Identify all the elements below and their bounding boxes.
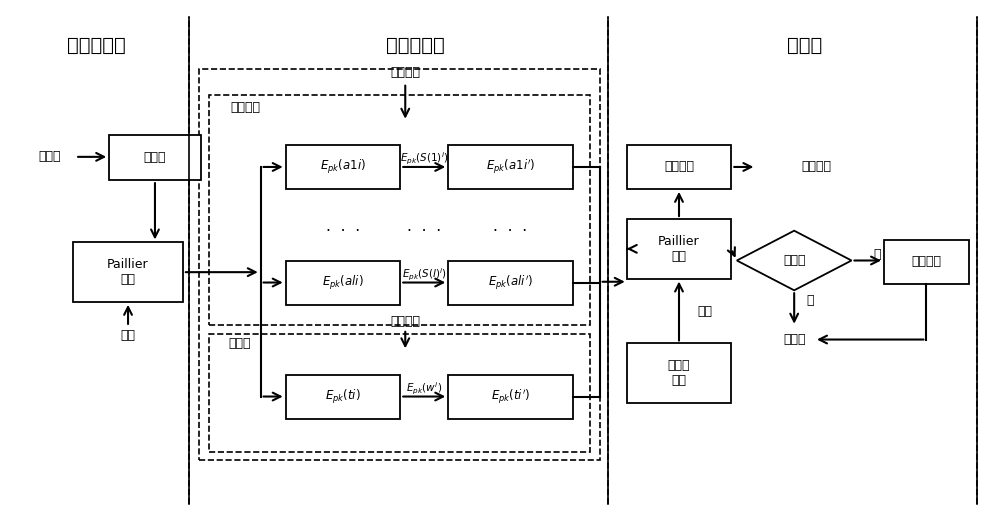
Bar: [627, 219, 731, 279]
Bar: [199, 69, 600, 460]
Bar: [627, 145, 731, 189]
Text: 私钥: 私钥: [697, 305, 712, 317]
Bar: [286, 375, 400, 418]
Bar: [286, 260, 400, 305]
Text: 原图像: 原图像: [38, 151, 61, 164]
Text: $E_{pk}(ti')$: $E_{pk}(ti')$: [491, 387, 530, 406]
Text: 公钥: 公钥: [121, 329, 136, 342]
Text: $E_{pk}(a1i')$: $E_{pk}(a1i')$: [486, 158, 535, 176]
Text: 值扩展: 值扩展: [783, 254, 805, 267]
Text: Paillier
解密: Paillier 解密: [658, 235, 700, 263]
Text: 否: 否: [806, 294, 814, 307]
Text: 秘密信息: 秘密信息: [390, 315, 420, 328]
Text: 接收者: 接收者: [787, 36, 822, 55]
Text: ·  ·  ·: · · ·: [493, 225, 528, 240]
Text: 数据隐藏者: 数据隐藏者: [386, 36, 445, 55]
Text: ·  ·  ·: · · ·: [407, 225, 441, 240]
Bar: [627, 343, 731, 403]
Text: 恢复图像: 恢复图像: [911, 255, 941, 268]
Bar: [448, 145, 573, 189]
Bar: [286, 145, 400, 189]
Bar: [209, 95, 590, 325]
Text: $E_{pk}(S(l)^i)$: $E_{pk}(S(l)^i)$: [402, 267, 447, 283]
Text: 值扩展: 值扩展: [229, 337, 251, 350]
Bar: [884, 240, 969, 284]
Text: $E_{pk}(w^i)$: $E_{pk}(w^i)$: [406, 381, 442, 397]
Text: $E_{pk}(ali)$: $E_{pk}(ali)$: [322, 274, 364, 292]
Text: 秘密信息: 秘密信息: [390, 66, 420, 79]
Polygon shape: [737, 231, 852, 290]
Text: 是: 是: [873, 248, 881, 261]
Text: 公私钥
生成: 公私钥 生成: [668, 359, 690, 387]
Bar: [448, 260, 573, 305]
Text: $E_{pk}(ali')$: $E_{pk}(ali')$: [488, 274, 533, 292]
Text: 数据提取: 数据提取: [664, 160, 694, 173]
Text: 图像拥有者: 图像拥有者: [67, 36, 126, 55]
Text: 码分复用: 码分复用: [231, 101, 261, 114]
Bar: [73, 242, 183, 302]
Text: 预处理: 预处理: [144, 151, 166, 164]
Text: ·  ·  ·: · · ·: [326, 225, 360, 240]
Text: 秘密信息: 秘密信息: [801, 160, 831, 173]
Text: $E_{pk}(a1i)$: $E_{pk}(a1i)$: [320, 158, 366, 176]
Text: $E_{pk}(S(1)^i)$: $E_{pk}(S(1)^i)$: [400, 151, 448, 167]
Text: Paillier
加密: Paillier 加密: [107, 258, 149, 286]
Text: 原图像: 原图像: [783, 333, 805, 346]
Bar: [209, 334, 590, 452]
Text: $E_{pk}(ti)$: $E_{pk}(ti)$: [325, 388, 361, 405]
Bar: [109, 134, 201, 180]
Bar: [448, 375, 573, 418]
